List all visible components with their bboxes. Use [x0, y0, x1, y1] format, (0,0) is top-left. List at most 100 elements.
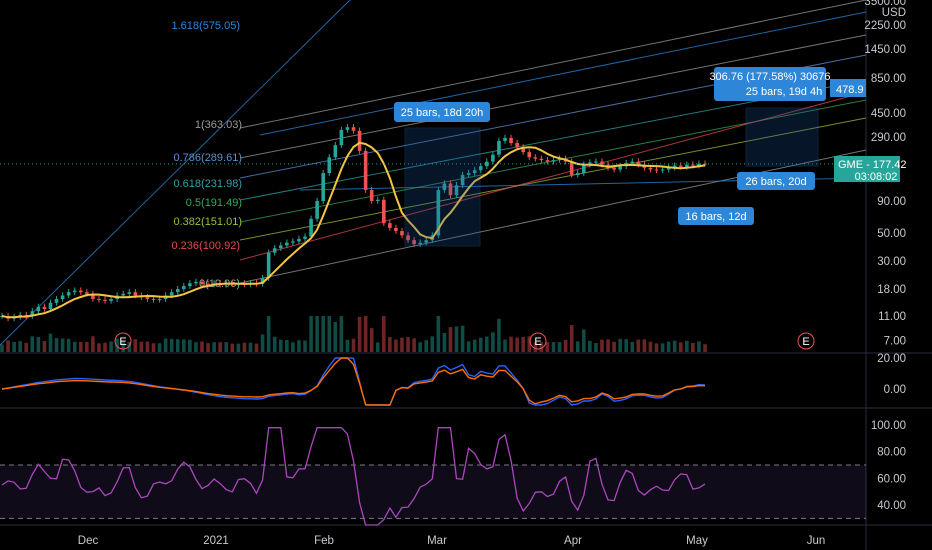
time-tick: May — [686, 535, 708, 547]
fib-label: 0.618(231.98) — [174, 178, 243, 190]
fib-levels: 1.618(575.05) 1(363.03) 0.786(289.61) 0.618… — [172, 20, 243, 290]
candle-body — [575, 173, 580, 175]
volume-bar — [672, 340, 677, 352]
price-tick: 290.00 — [871, 132, 906, 144]
volume-bar — [606, 339, 610, 352]
measure-tag — [737, 172, 815, 190]
volume-bar — [503, 339, 507, 352]
volume-bar — [345, 339, 350, 352]
volume-bar — [230, 343, 235, 352]
rsi-line — [1, 427, 706, 526]
volume-bar — [206, 343, 210, 352]
volume-bar — [424, 340, 429, 352]
volume-bar — [109, 341, 113, 352]
channel-line — [0, 0, 351, 346]
candle-body — [97, 299, 101, 301]
price-tick: 30.00 — [877, 256, 906, 268]
candle-body — [145, 297, 150, 300]
volume-bar — [588, 340, 592, 352]
candle-body — [600, 161, 604, 165]
volume-bar — [272, 336, 277, 352]
volume-bar — [357, 316, 362, 352]
candle-body — [521, 147, 525, 153]
annotations: 25 bars, 18d 20h 306.76 (177.58%) 30676 25… — [114, 67, 906, 350]
measure-tag — [394, 102, 490, 122]
candle-body — [260, 278, 265, 284]
projection-tag — [714, 67, 826, 101]
candle-body — [533, 157, 538, 159]
candle-body — [151, 299, 156, 301]
candle-body — [375, 199, 380, 202]
channel-line — [239, 117, 867, 241]
candle-body — [442, 183, 447, 191]
volume-bar — [460, 325, 465, 352]
macd-panel: 0.00 20.00 — [1, 353, 906, 406]
price-tick: 7.00 — [884, 336, 906, 348]
candle-body — [478, 166, 483, 171]
rsi-tick: 100.00 — [871, 420, 906, 432]
volume-bar — [18, 341, 22, 352]
volume-bar — [454, 326, 459, 352]
candle-body — [285, 242, 289, 246]
candle-body — [406, 235, 410, 241]
volume-bar — [406, 337, 410, 352]
volume-bar — [472, 339, 477, 352]
volume-bar — [691, 342, 695, 352]
candle-body — [42, 306, 47, 310]
candle-body — [503, 137, 507, 141]
price-tick: 850.00 — [871, 73, 906, 85]
volume-bar — [266, 316, 271, 352]
channel-line — [259, 11, 867, 136]
ma-line — [1, 141, 706, 319]
price-tick: 18.00 — [877, 284, 906, 296]
candle-body — [206, 283, 210, 285]
volume-bar — [418, 342, 422, 352]
volume-bar — [188, 339, 192, 352]
volume-bar — [660, 343, 665, 352]
candle-body — [175, 289, 180, 293]
candle-body — [278, 245, 283, 249]
volume-bar — [497, 318, 501, 352]
candle-body — [297, 238, 301, 242]
volume-bar — [630, 342, 635, 352]
volume-bars — [0, 316, 707, 352]
candle-body — [363, 150, 368, 191]
candle-body — [581, 164, 586, 174]
volume-bar — [54, 338, 59, 352]
candle-body — [527, 152, 532, 158]
signal-line — [1, 357, 706, 406]
rsi-tick: 80.00 — [877, 447, 906, 459]
volume-bar — [12, 341, 16, 352]
rsi-tick: 60.00 — [877, 473, 906, 485]
candle-body — [485, 161, 489, 167]
volume-bar — [491, 332, 495, 352]
volume-bar — [400, 337, 404, 352]
volume-bar — [127, 341, 132, 352]
candle-body — [569, 161, 574, 175]
price-tick: 11.00 — [878, 311, 906, 323]
measure-box — [404, 127, 481, 247]
volume-bar — [509, 336, 513, 352]
volume-bar — [685, 340, 689, 352]
price-tick: 450.00 — [871, 108, 906, 120]
volume-bar — [557, 342, 562, 352]
last-price-tag — [834, 156, 900, 182]
volume-bar — [163, 338, 168, 352]
candle-body — [539, 158, 544, 161]
candle-body — [497, 140, 501, 155]
time-tick: Mar — [427, 535, 447, 547]
volume-bar — [636, 339, 641, 352]
volume-bar — [236, 343, 241, 352]
volume-bar — [72, 341, 77, 352]
projection-text: 306.76 (177.58%) 30676 — [709, 71, 830, 83]
candle-body — [594, 161, 598, 163]
volume-bar — [194, 342, 198, 352]
volume-bar — [278, 339, 283, 352]
axes: 3500.00 2250.00 1450.00 850.00 450.00 290.00 9… — [78, 0, 906, 547]
candle-body — [678, 165, 683, 167]
candle-body — [291, 241, 295, 243]
candle-body — [660, 169, 665, 171]
volume-bar — [527, 336, 532, 352]
candle-body — [400, 231, 404, 236]
